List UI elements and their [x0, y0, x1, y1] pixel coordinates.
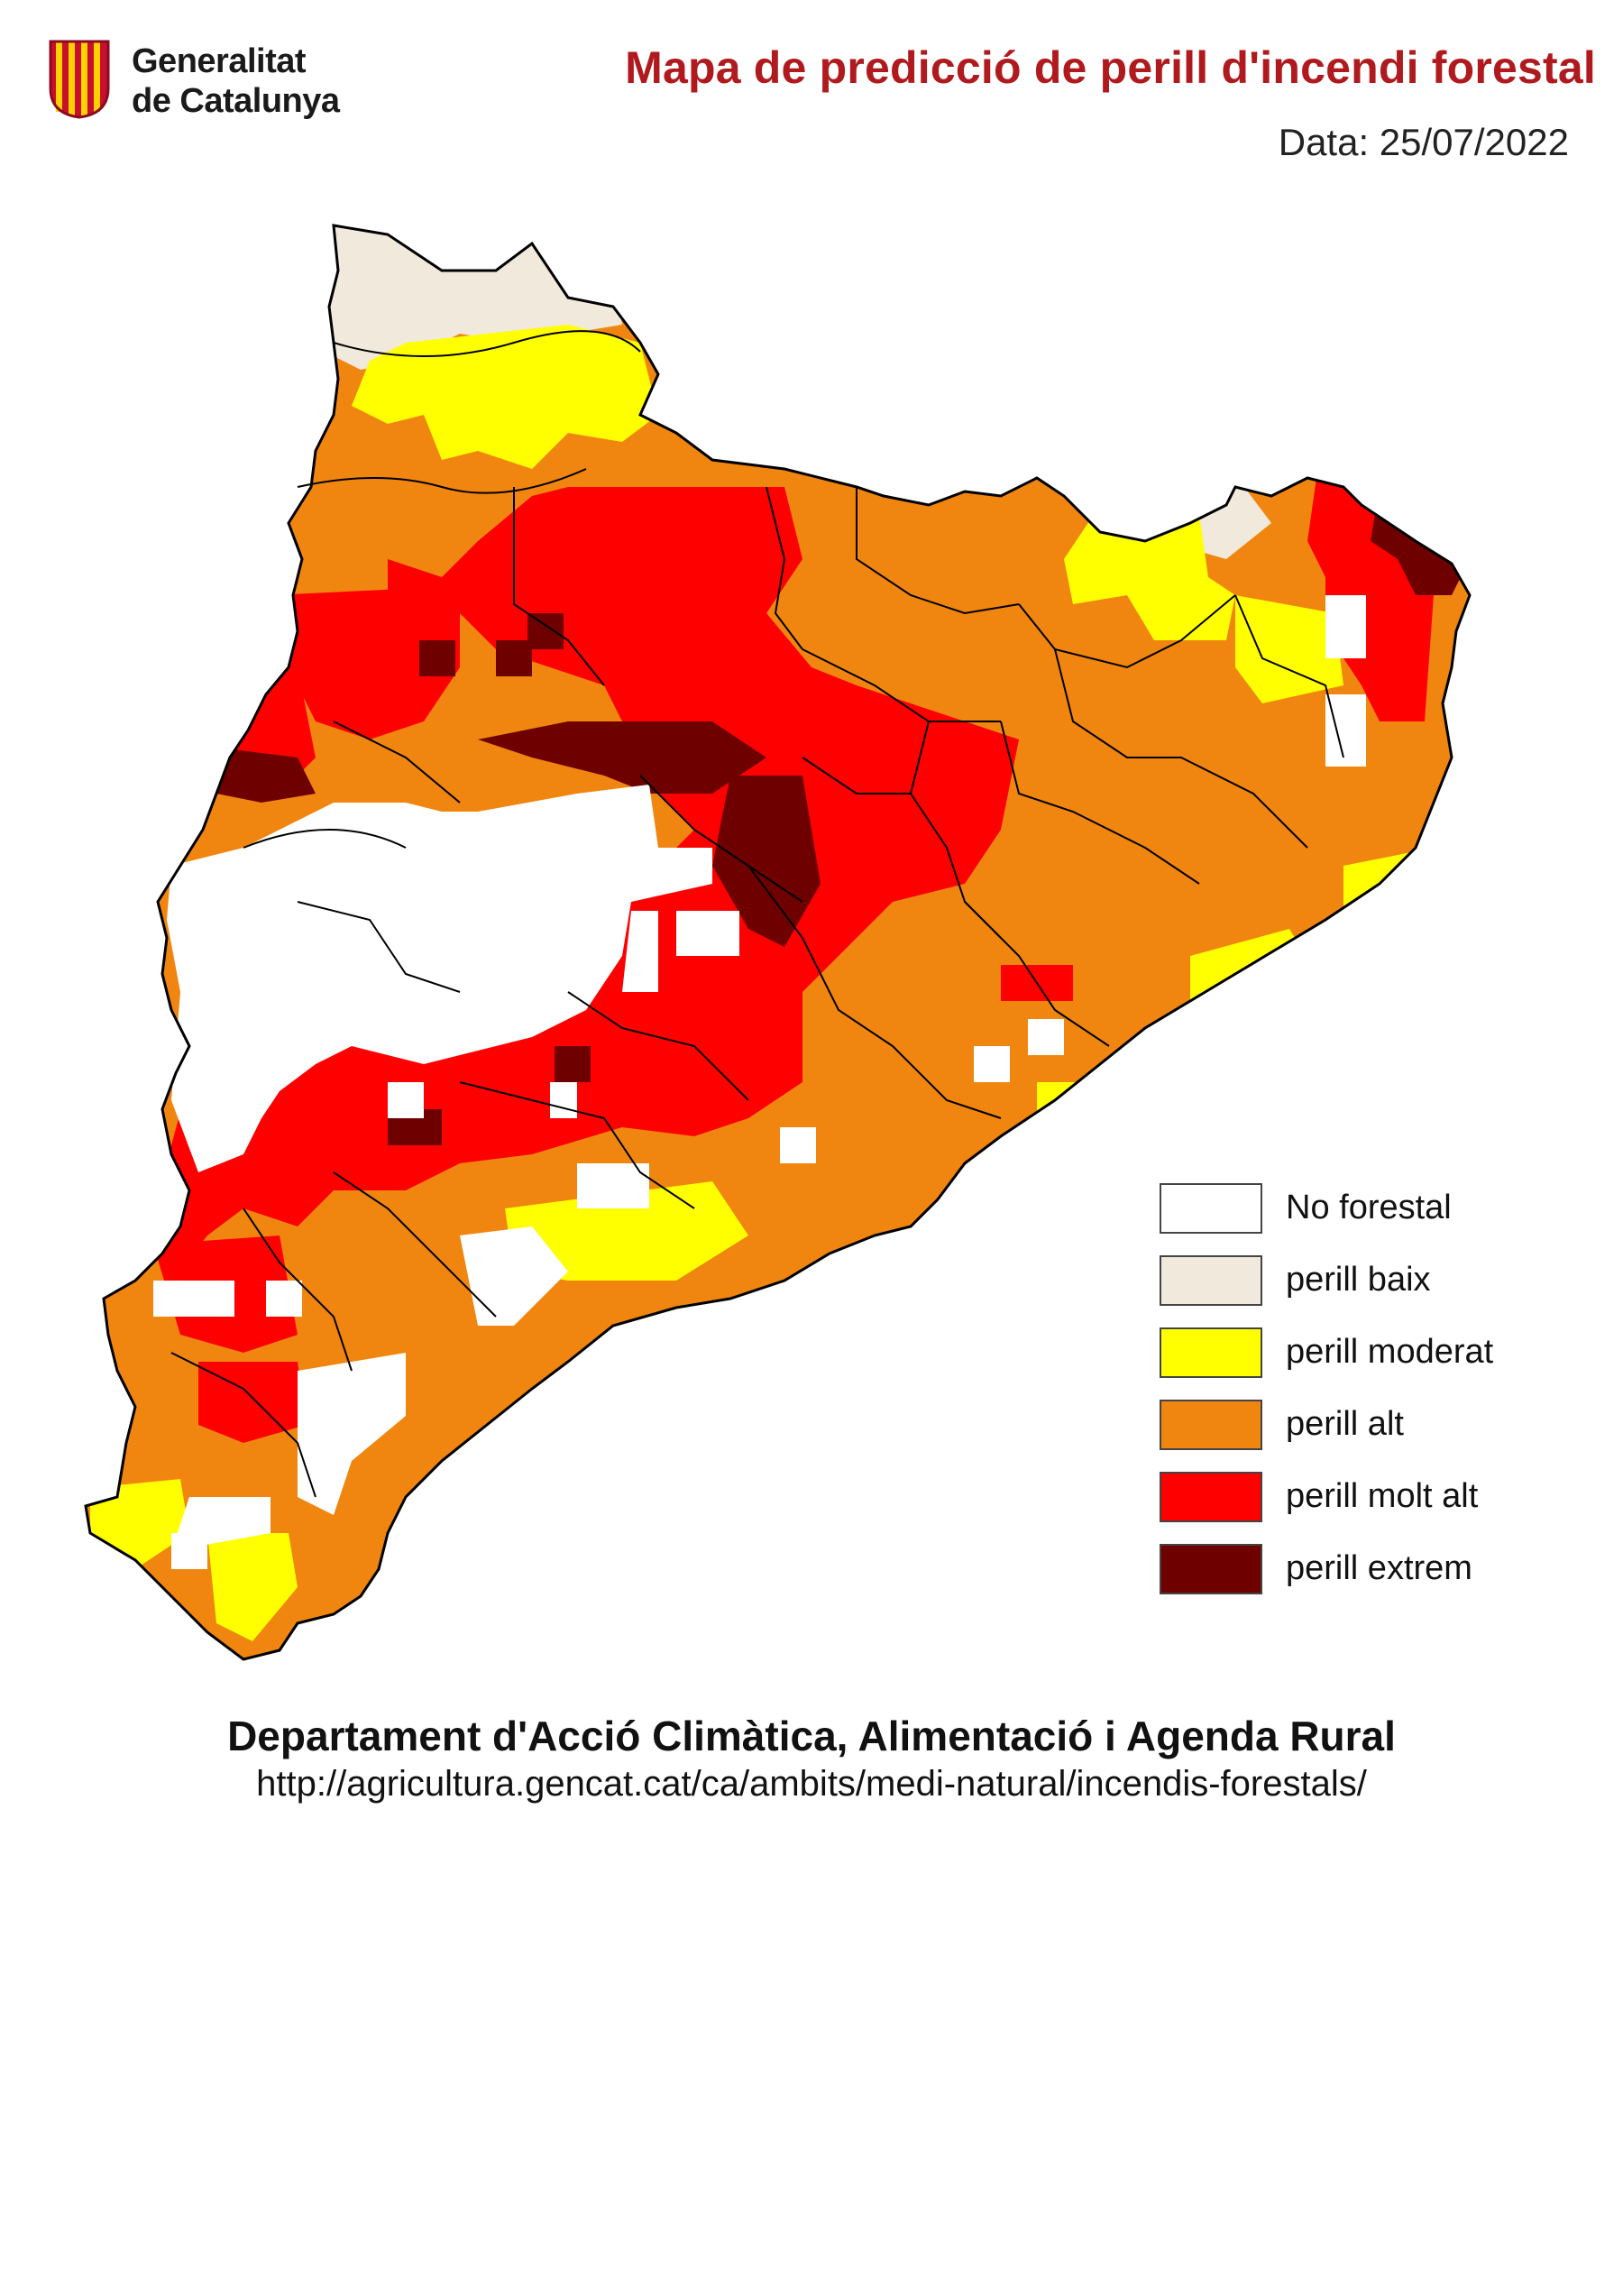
legend-item-perill-molt-alt: perill molt alt [1160, 1466, 1574, 1538]
risk-zone-moderat [1235, 595, 1343, 703]
risk-cell-no-forestal [1325, 595, 1366, 658]
comarca-boundary [603, 1117, 695, 1209]
comarca-boundary [243, 1208, 353, 1372]
risk-zone-no-forestal [298, 1353, 406, 1515]
comarca-boundary [766, 486, 803, 650]
comarca-boundary [170, 1352, 316, 1498]
legend-label: perill alt [1286, 1405, 1404, 1443]
department-url: http://agricultura.gencat.cat/ca/ambits/… [256, 1764, 1367, 1804]
risk-zone-no-forestal [460, 1226, 568, 1326]
risk-zone-extrem [216, 748, 316, 803]
comarca-boundary [333, 1171, 497, 1318]
risk-cell-no-forestal [974, 1046, 1010, 1082]
forecast-date: Data: 25/07/2022 [1278, 121, 1569, 163]
legend-swatch [1160, 1400, 1262, 1450]
risk-zone-moderat [866, 442, 974, 487]
risk-cell-no-forestal [676, 911, 739, 956]
legend-item-perill-baix: perill baix [1160, 1250, 1574, 1322]
risk-cell-no-forestal [388, 1082, 424, 1118]
legend-swatch [1160, 1327, 1262, 1378]
comarca-boundary [513, 487, 605, 686]
comarca-boundary [333, 721, 461, 804]
legend-swatch [1160, 1472, 1262, 1522]
risk-cell-no-forestal [153, 1281, 234, 1317]
legend: No forestal perill baix perill moderat p… [1160, 1178, 1574, 1611]
generalitat-logo: Generalitat de Catalunya [47, 38, 390, 128]
risk-zone-molt-alt [270, 586, 460, 739]
comarca-boundary [892, 1045, 1002, 1119]
legend-label: perill moderat [1286, 1333, 1494, 1371]
org-name-line1: Generalitat [132, 42, 307, 80]
risk-cell-no-forestal [1028, 1019, 1064, 1055]
logo-text: Generalitat de Catalunya [132, 41, 340, 121]
department-name: Departament d'Acció Climàtica, Alimentac… [227, 1713, 1396, 1759]
comarca-boundary [567, 991, 749, 1101]
comarca-boundary [243, 829, 407, 849]
risk-cell-extrem [527, 613, 564, 649]
risk-cell-no-forestal [577, 1163, 649, 1208]
comarca-boundary [802, 757, 911, 794]
comarca-boundary [297, 468, 587, 494]
risk-cell-extrem [496, 640, 532, 676]
comarca-boundary [639, 775, 803, 903]
comarca-boundary [964, 901, 1110, 1047]
comarca-boundary [1234, 594, 1344, 758]
risk-zone-no-forestal [622, 911, 658, 992]
risk-cell-extrem [555, 1046, 591, 1082]
legend-label: perill molt alt [1286, 1477, 1479, 1515]
comarca-boundary [1018, 594, 1236, 669]
comarca-boundary [297, 901, 461, 993]
comarca-boundaries [170, 330, 1344, 1498]
legend-item-perill-moderat: perill moderat [1160, 1322, 1574, 1394]
risk-zone-extrem [712, 776, 821, 947]
legend-swatch [1160, 1255, 1262, 1306]
legend-label: perill extrem [1286, 1549, 1472, 1587]
risk-cell-no-forestal [550, 1082, 577, 1118]
risk-zone-molt-alt [171, 487, 1019, 1281]
comarca-boundary [1054, 648, 1308, 849]
risk-cell-no-forestal [1325, 694, 1366, 767]
risk-zone-moderat [1064, 505, 1235, 640]
legend-item-perill-extrem: perill extrem [1160, 1538, 1574, 1611]
legend-item-no-forestal: No forestal [1160, 1178, 1574, 1250]
risk-cell-extrem [419, 640, 455, 676]
legend-swatch [1160, 1544, 1262, 1594]
risk-zone-moderat [207, 1533, 298, 1641]
comarca-boundary [333, 330, 641, 357]
comarca-boundary [459, 1081, 605, 1119]
fire-danger-map [84, 224, 1472, 1661]
legend-label: perill baix [1286, 1261, 1431, 1299]
comarca-boundary [1000, 721, 1200, 885]
risk-zone-moderat [352, 325, 658, 469]
legend-item-perill-alt: perill alt [1160, 1394, 1574, 1466]
risk-zone-moderat [505, 1181, 748, 1281]
page-title: Mapa de predicció de perill d'incendi fo… [625, 42, 1596, 93]
risk-cell-no-forestal [266, 1281, 302, 1317]
comarca-boundary [802, 648, 1001, 722]
risk-zone-molt-alt [1307, 478, 1434, 721]
risk-zone-molt-alt [198, 1362, 307, 1443]
org-name-line2: de Catalunya [132, 82, 340, 120]
legend-swatch [1160, 1183, 1262, 1234]
legend-label: No forestal [1286, 1189, 1452, 1226]
risk-cell-no-forestal [780, 1127, 816, 1163]
comarca-boundary [856, 487, 1020, 615]
catalonia-shield-icon [49, 40, 110, 119]
risk-zone-no-forestal [171, 1533, 207, 1569]
comarca-boundary [747, 865, 894, 1047]
risk-zone-no-forestal [167, 785, 712, 1172]
risk-zone-extrem [478, 721, 766, 794]
